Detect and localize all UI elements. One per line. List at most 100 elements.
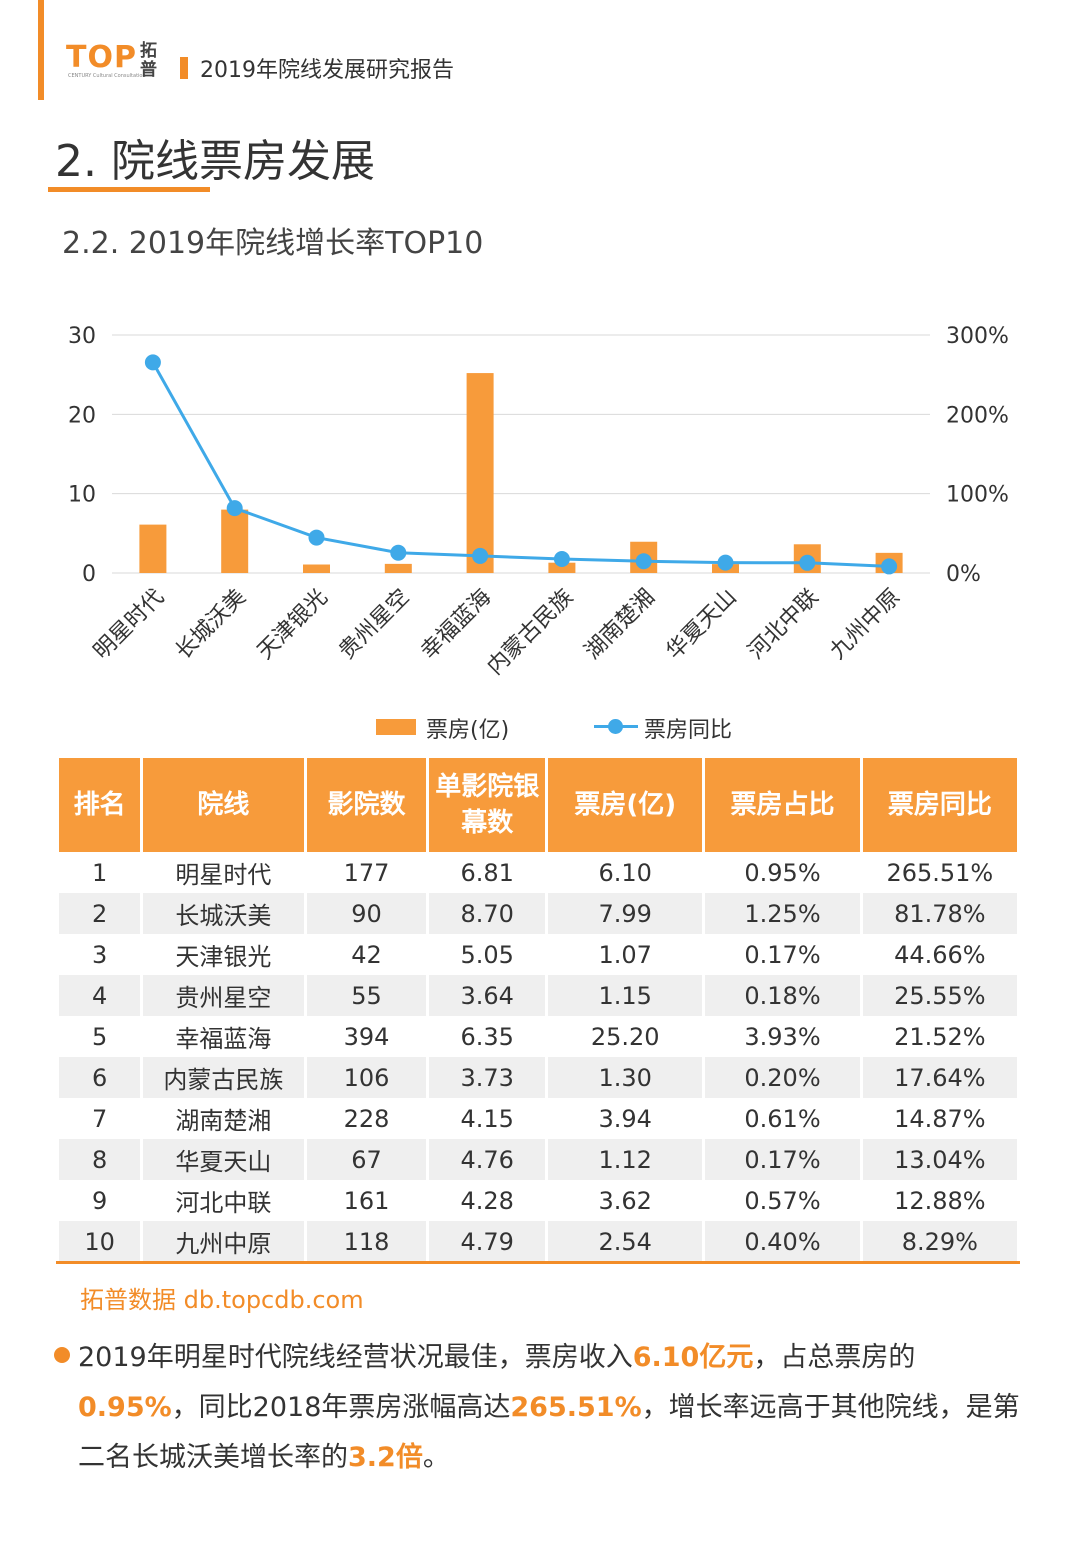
table-cell: 2 <box>59 893 141 934</box>
y-right-tick-label: 0% <box>946 562 981 587</box>
highlight-text: 3.2倍 <box>348 1442 423 1473</box>
table-cell: 0.57% <box>744 1186 821 1215</box>
table-row: 9 河北中联 161 4.28 3.62 0.57% 12.88% <box>59 1180 1017 1221</box>
table-cell: 明星时代 <box>175 861 272 889</box>
table-row: 1 明星时代 177 6.81 6.10 0.95% 265.51% <box>59 852 1017 893</box>
x-category-label: 湖南楚湘 <box>580 585 660 665</box>
chart-title: 2.2. 2019年院线增长率TOP10 <box>62 226 484 261</box>
table-cell: 12.88% <box>894 1186 986 1215</box>
combo-chart: 0 0% 10 100% 20 200% 30 300% 明星时代 长城沃美 天津银光 贵州星空 幸福蓝… <box>68 324 1009 680</box>
brand-logo: TOP CENTURY Cultural Consultation 拓普 <box>66 40 166 82</box>
table-cell: 394 <box>343 1022 390 1051</box>
data-source: 拓普数据 db.topcdb.com <box>80 1286 364 1314</box>
table-cell: 1.25% <box>705 893 860 934</box>
bar <box>384 563 412 573</box>
table-cell: 228 <box>343 1104 390 1133</box>
table-bottom-rule <box>56 1261 1020 1264</box>
table-cell: 25.55% <box>862 975 1017 1016</box>
yoy-point <box>553 551 570 568</box>
table-cell: 44.66% <box>894 940 986 969</box>
table-row: 6 内蒙古民族 106 3.73 1.30 0.20% 17.64% <box>59 1057 1017 1098</box>
section-title: 2. 院线票房发展 <box>55 136 375 187</box>
table-cell: 8 <box>59 1139 141 1180</box>
x-category-label: 天津银光 <box>253 585 333 665</box>
table-cell: 7 <box>91 1104 108 1133</box>
table-cell: 3.93% <box>744 1022 821 1051</box>
table-cell: 25.20 <box>590 1022 660 1051</box>
y-left-tick-label: 10 <box>68 483 96 508</box>
table-cell: 67 <box>306 1139 427 1180</box>
y-right-tick-label: 100% <box>946 483 1009 508</box>
table-cell: 9 <box>91 1186 108 1215</box>
y-left-tick-label: 0 <box>82 562 96 587</box>
x-category-label: 幸福蓝海 <box>416 585 496 665</box>
table-cell: 5.05 <box>460 940 514 969</box>
table-cell: 3.62 <box>598 1186 652 1215</box>
x-category-label: 明星时代 <box>89 585 169 665</box>
table-header-cell: 排名 <box>59 758 141 852</box>
table-cell: 6.10 <box>598 858 652 887</box>
table-cell: 4.15 <box>460 1104 514 1133</box>
yoy-point <box>144 354 161 371</box>
table-cell: 3 <box>91 940 108 969</box>
x-category-label: 九州中原 <box>825 585 905 665</box>
paragraph-text: ，占总票房的 <box>753 1342 916 1373</box>
table-cell: 17.64% <box>862 1057 1017 1098</box>
ranking-table: 排名 院线 影院数 单影院银幕数 票房(亿) 票房占比 票房同比 1 明星时代 177 6.81 6… <box>56 758 1020 1262</box>
table-cell: 177 <box>343 858 390 887</box>
table-cell: 161 <box>343 1186 390 1215</box>
table-cell: 7.99 <box>548 893 703 934</box>
report-title-marker <box>180 57 188 79</box>
table-header-cell: 院线 <box>143 758 304 852</box>
table-cell: 幸福蓝海 <box>175 1025 272 1053</box>
table-header-cell: 影院数 <box>306 758 427 852</box>
bar <box>466 373 494 573</box>
table-row: 8 华夏天山 67 4.76 1.12 0.17% 13.04% <box>59 1139 1017 1180</box>
table-cell: 3.73 <box>429 1057 546 1098</box>
table-cell: 55 <box>306 975 427 1016</box>
paragraph-text: ，增长率远高于其他院线，是第二名长城沃美增长率的 <box>78 1392 1020 1473</box>
yoy-point <box>226 500 243 517</box>
table-header-cell: 单影院银幕数 <box>429 758 546 852</box>
yoy-point <box>308 529 325 546</box>
legend-label-box-office: 票房(亿) <box>426 718 510 743</box>
table-row: 7 湖南楚湘 228 4.15 3.94 0.61% 14.87% <box>59 1098 1017 1139</box>
yoy-point <box>717 554 734 571</box>
table-cell: 2.54 <box>548 1221 703 1262</box>
y-right-tick-label: 300% <box>946 324 1009 349</box>
table-header-cell: 票房同比 <box>862 758 1017 852</box>
bullet-dot <box>54 1347 70 1363</box>
table-cell: 贵州星空 <box>143 975 304 1016</box>
paragraph-text: ，同比2018年票房涨幅高达 <box>171 1392 511 1423</box>
table-cell: 4.79 <box>429 1221 546 1262</box>
highlight-text: 265.51% <box>510 1392 642 1423</box>
table-cell: 河北中联 <box>175 1189 272 1217</box>
table-cell: 3.94 <box>598 1104 652 1133</box>
table-cell: 内蒙古民族 <box>143 1057 304 1098</box>
table-cell: 九州中原 <box>143 1221 304 1262</box>
yoy-point <box>799 554 816 571</box>
table-cell: 0.17% <box>705 1139 860 1180</box>
table-body: 1 明星时代 177 6.81 6.10 0.95% 265.51% 2 长城沃美 90 8.70 7… <box>59 852 1017 1262</box>
x-category-label: 贵州星空 <box>335 585 415 665</box>
table-cell: 13.04% <box>862 1139 1017 1180</box>
table-cell: 106 <box>306 1057 427 1098</box>
table-cell: 0.61% <box>744 1104 821 1133</box>
table-cell: 1 <box>91 858 108 887</box>
paragraph-text: 2019年明星时代院线经营状况最佳，票房收入 <box>78 1342 633 1373</box>
paragraph-text: 。 <box>422 1442 450 1473</box>
logo-text: TOP <box>66 40 137 75</box>
yoy-point <box>635 553 652 570</box>
legend-item-yoy: 票房同比 <box>594 712 764 743</box>
table-cell: 长城沃美 <box>143 893 304 934</box>
x-category-label: 长城沃美 <box>171 585 251 665</box>
table-header-cell: 票房占比 <box>705 758 860 852</box>
bar <box>221 509 249 573</box>
yoy-point <box>472 547 489 564</box>
summary-paragraph: 2019年明星时代院线经营状况最佳，票房收入6.10亿元，占总票房的 0.95%，… <box>78 1333 1020 1483</box>
table-row: 10 九州中原 118 4.79 2.54 0.40% 8.29% <box>59 1221 1017 1262</box>
table-cell: 6 <box>59 1057 141 1098</box>
legend-dot-swatch <box>608 719 623 734</box>
table-cell: 90 <box>306 893 427 934</box>
y-right-tick-label: 200% <box>946 403 1009 428</box>
